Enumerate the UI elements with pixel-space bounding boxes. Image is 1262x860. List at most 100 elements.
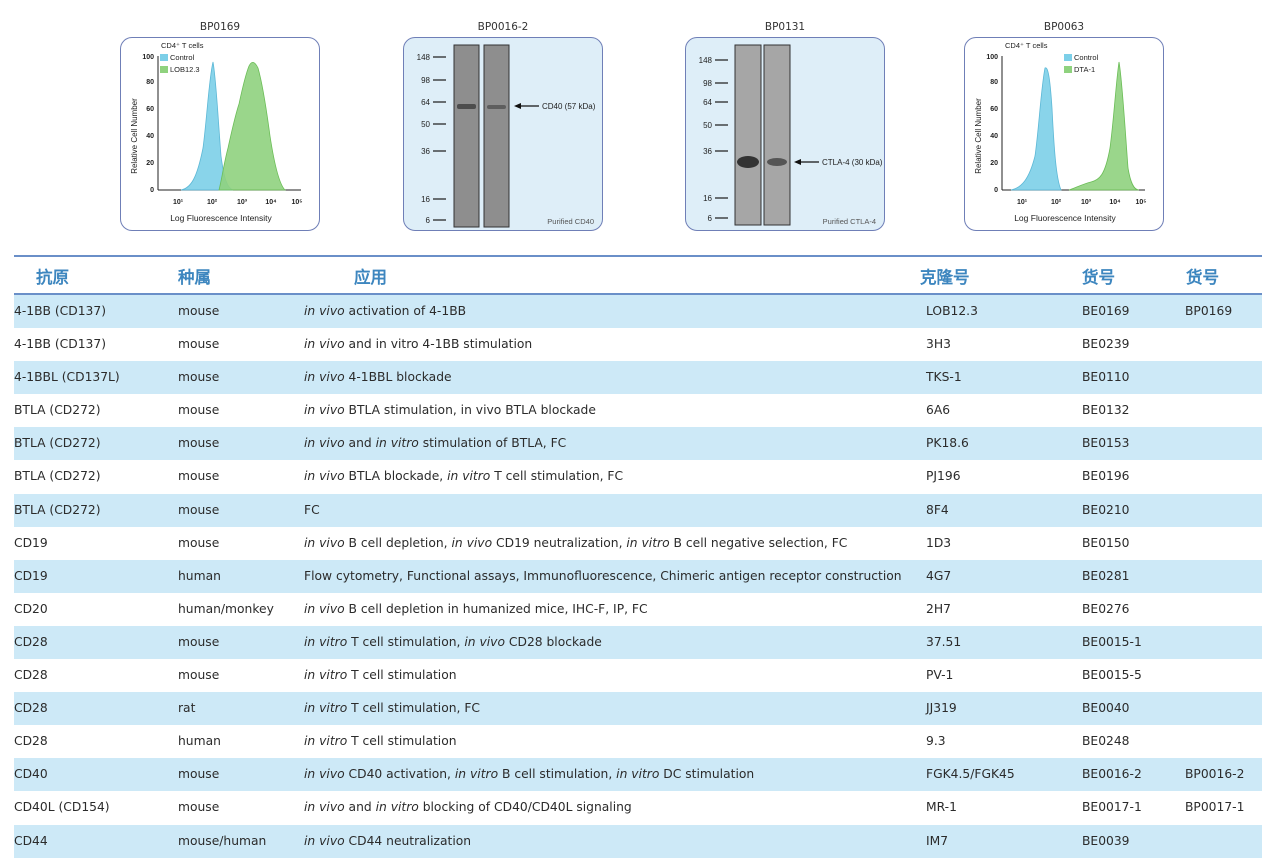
species-cell: mouse [178, 535, 220, 550]
histogram-panel: CD4⁺ T cells Control LOB12.3 Relative Ce… [120, 37, 320, 231]
treatment-histogram [218, 62, 286, 191]
application-cell: in vitro T cell stimulation, FC [304, 701, 481, 716]
antigen-cell: CD44 [14, 833, 48, 848]
catalog-cell: BE0210 [1082, 502, 1130, 517]
species-cell: human [178, 734, 221, 749]
catalog-cell: BE0016-2 [1082, 767, 1142, 782]
catalog-cell: BE0110 [1082, 370, 1130, 385]
table-row: CD28 mouse in vitro T cell stimulation, in… [14, 625, 1262, 660]
y-axis-label: Relative Cell Number [130, 98, 139, 174]
application-cell: in vivo BTLA blockade, in vitro T cell s… [304, 469, 624, 484]
table-row: BTLA (CD272) mouse FC 8F4 BE0210 [14, 493, 1262, 527]
species-cell: mouse [178, 668, 220, 683]
table-row: CD20 human/monkey in vivo B cell depletion… [14, 593, 1262, 626]
clone-cell: IM7 [926, 833, 949, 848]
legend-label-treatment: LOB12.3 [170, 65, 200, 74]
table-row: CD19 human Flow cytometry, Functional assa… [14, 559, 1262, 593]
table-header: 抗原 种属 应用 克隆号 货号 货号 [14, 255, 1262, 295]
marker-label: 6 [426, 216, 431, 225]
antigen-cell: CD19 [14, 568, 48, 583]
clone-cell: 6A6 [926, 403, 951, 418]
header-species: 种属 [178, 268, 211, 287]
x-tick-label: 10⁴ [265, 199, 277, 206]
antigen-cell: CD20 [14, 601, 48, 616]
y-tick-label: 100 [142, 54, 154, 61]
clone-cell: MR-1 [926, 800, 957, 815]
protein-band [487, 105, 506, 109]
catalog-cell: BE0196 [1082, 469, 1130, 484]
band-label: CTLA-4 (30 kDa) [822, 158, 883, 167]
legend-swatch-treatment [1064, 66, 1072, 73]
application-cell: in vivo and in vitro blocking of CD40/CD… [304, 800, 632, 815]
header-application: 应用 [354, 268, 387, 287]
table-row: CD28 rat in vitro T cell stimulation, FC JJ… [14, 692, 1262, 726]
header-clone: 克隆号 [920, 268, 970, 287]
application-cell: in vivo CD44 neutralization [304, 833, 472, 848]
x-tick-label: 10² [207, 199, 218, 206]
table-row: CD28 mouse in vitro T cell stimulation PV-1… [14, 659, 1262, 692]
application-cell: in vivo 4-1BBL blockade [304, 370, 452, 385]
histogram-plot: CD4⁺ T cells Control LOB12.3 Relative Ce… [130, 41, 303, 223]
x-tick-label: 10⁵ [1135, 199, 1146, 206]
x-tick-label: 10¹ [173, 199, 184, 206]
blot-caption: Purified CD40 [547, 217, 594, 226]
header-antigen: 抗原 [36, 268, 69, 287]
blot-image: 148 98 64 50 36 16 6 [699, 44, 883, 226]
y-tick-label: 0 [150, 187, 154, 194]
marker-label: 64 [421, 98, 430, 107]
species-cell: mouse [178, 502, 220, 517]
clone-cell: 37.51 [926, 634, 962, 649]
x-tick-label: 10¹ [1017, 199, 1028, 206]
catalog-cell: BE0132 [1082, 403, 1130, 418]
header-catalog-2: 货号 [1186, 268, 1219, 287]
species-cell: rat [178, 701, 196, 716]
marker-label: 16 [703, 194, 712, 203]
x-axis-label: Log Fluorescence Intensity [170, 213, 272, 223]
figure-title: BP0131 [764, 21, 806, 33]
clone-cell: 2H7 [926, 601, 951, 616]
clone-cell: PK18.6 [926, 436, 969, 451]
table-row: CD40L (CD154) mouse in vivo and in vitro b… [14, 791, 1262, 824]
catalog-cell: BE0015-1 [1082, 634, 1142, 649]
table-row: CD40 mouse in vivo CD40 activation, in vit… [14, 758, 1262, 792]
catalog-cell: BE0169 [1082, 304, 1130, 318]
blot-lane [483, 44, 510, 228]
y-tick-label: 60 [990, 106, 998, 113]
marker-label: 36 [421, 147, 430, 156]
antigen-cell: CD19 [14, 535, 48, 550]
protein-band [767, 158, 787, 166]
x-tick-label: 10³ [237, 199, 248, 206]
y-axis-label: Relative Cell Number [974, 98, 983, 174]
application-cell: FC [304, 502, 320, 517]
histogram-plot: CD4⁺ T cells Control DTA-1 Relative Cell… [974, 41, 1147, 223]
antibody-table: 抗原 种属 应用 克隆号 货号 货号 4-1BB (CD137) mouse in … [14, 255, 1262, 858]
antigen-cell: CD40 [14, 767, 48, 782]
application-cell: in vitro T cell stimulation, in vivo CD2… [304, 634, 602, 649]
application-cell: in vivo and in vitro 4-1BB stimulation [304, 337, 533, 352]
protein-band [457, 104, 476, 109]
antigen-cell: CD28 [14, 734, 48, 749]
table-row: BTLA (CD272) mouse in vivo BTLA stimulatio… [14, 394, 1262, 427]
legend-label-treatment: DTA-1 [1074, 65, 1095, 74]
species-cell: mouse [178, 469, 220, 484]
clone-cell: JJ319 [926, 701, 957, 716]
marker-label: 98 [703, 79, 712, 88]
figure-bp0063: BP0063 CD4⁺ T cells Control DTA-1 Relati… [964, 21, 1164, 232]
catalog-cell: BE0017-1 [1082, 800, 1142, 815]
legend-label-control: Control [170, 53, 195, 62]
x-tick-label: 10⁴ [1109, 199, 1121, 206]
species-cell: mouse [178, 800, 220, 815]
antigen-cell: CD28 [14, 668, 48, 683]
catalog-cell: BE0276 [1082, 601, 1130, 616]
catalog-cell: BE0039 [1082, 833, 1130, 848]
catalog-cell: BE0281 [1082, 568, 1130, 583]
catalog-cell: BE0239 [1082, 337, 1130, 352]
application-cell: in vitro T cell stimulation [304, 734, 457, 749]
antigen-cell: BTLA (CD272) [14, 469, 101, 484]
legend-swatch-control [1064, 54, 1072, 61]
catalog-2-cell: BP0017-1 [1185, 800, 1245, 815]
band-label: CD40 (57 kDa) [542, 102, 596, 111]
table-row: CD19 mouse in vivo B cell depletion, in vi… [14, 527, 1262, 560]
catalog-cell: BE0040 [1082, 701, 1130, 716]
species-cell: mouse [178, 370, 220, 385]
